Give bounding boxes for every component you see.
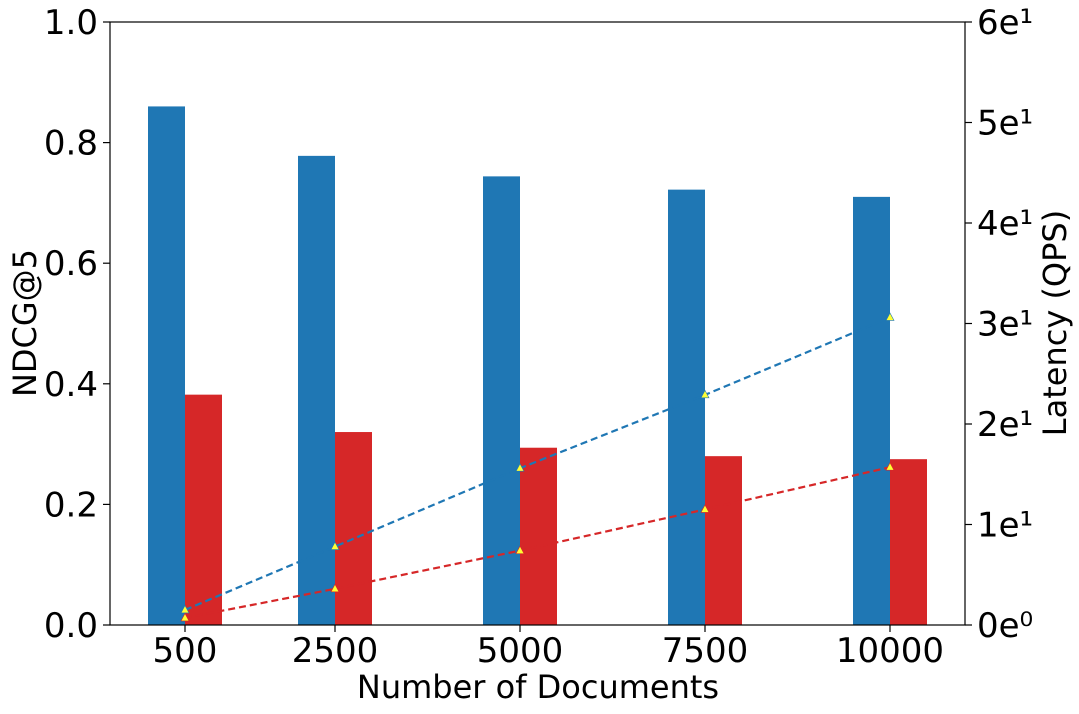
y-axis-title: NDCG@5 (6, 249, 44, 397)
latency-point-s1-7500 (700, 504, 710, 513)
y-axis-left: 0.0 0.2 0.4 0.6 0.8 1.0 (44, 3, 110, 646)
x-tick-label: 10000 (836, 631, 944, 671)
x-tick-label: 500 (153, 631, 218, 671)
bar-s1-2500 (335, 432, 372, 625)
latency-point-s1-500 (180, 612, 190, 622)
bar-s1-10000 (890, 459, 927, 625)
y2-tick-label: 5e¹ (977, 104, 1033, 144)
bar-s1-5000 (520, 447, 557, 625)
bar-s0-2500 (298, 155, 335, 625)
y2-axis-title: Latency (QPS) (1036, 210, 1074, 436)
latency-point-s1-2500 (330, 583, 340, 593)
y-tick-label: 1.0 (44, 3, 98, 43)
y2-tick-label: 2e¹ (977, 405, 1033, 445)
x-tick-label: 5000 (477, 631, 564, 671)
y-axis-right: 0e⁰ 1e¹ 2e¹ 3e¹ 4e¹ 5e¹ 6e¹ (965, 3, 1033, 646)
bar-s0-10000 (853, 196, 890, 625)
y-tick-label: 0.0 (44, 606, 98, 646)
bar-s0-5000 (483, 176, 520, 626)
bar-s0-500 (148, 106, 185, 626)
latency-point-s0-7500 (700, 389, 710, 399)
y2-tick-label: 3e¹ (977, 305, 1033, 345)
y-tick-label: 0.4 (44, 365, 98, 405)
latency-point-s1-10000 (885, 462, 895, 471)
x-axis: 500 2500 5000 7500 10000 (153, 625, 944, 671)
x-axis-title: Number of Documents (357, 668, 719, 706)
y-tick-label: 0.8 (44, 124, 98, 164)
y2-tick-label: 0e⁰ (977, 606, 1033, 646)
y2-tick-label: 6e¹ (977, 3, 1033, 43)
y2-tick-label: 1e¹ (977, 506, 1033, 546)
bars-layer (148, 106, 927, 626)
lines-layer (180, 312, 895, 622)
y2-tick-label: 4e¹ (977, 204, 1033, 244)
y-tick-label: 0.6 (44, 244, 98, 284)
x-tick-label: 2500 (292, 631, 379, 671)
bar-s1-500 (185, 394, 222, 625)
latency-point-s0-10000 (885, 312, 895, 321)
y-tick-label: 0.2 (44, 485, 98, 525)
x-tick-label: 7500 (662, 631, 749, 671)
latency-point-s0-5000 (515, 463, 525, 472)
bar-s1-7500 (705, 456, 742, 625)
latency-point-s1-5000 (515, 545, 525, 554)
latency-point-s0-2500 (330, 541, 340, 550)
